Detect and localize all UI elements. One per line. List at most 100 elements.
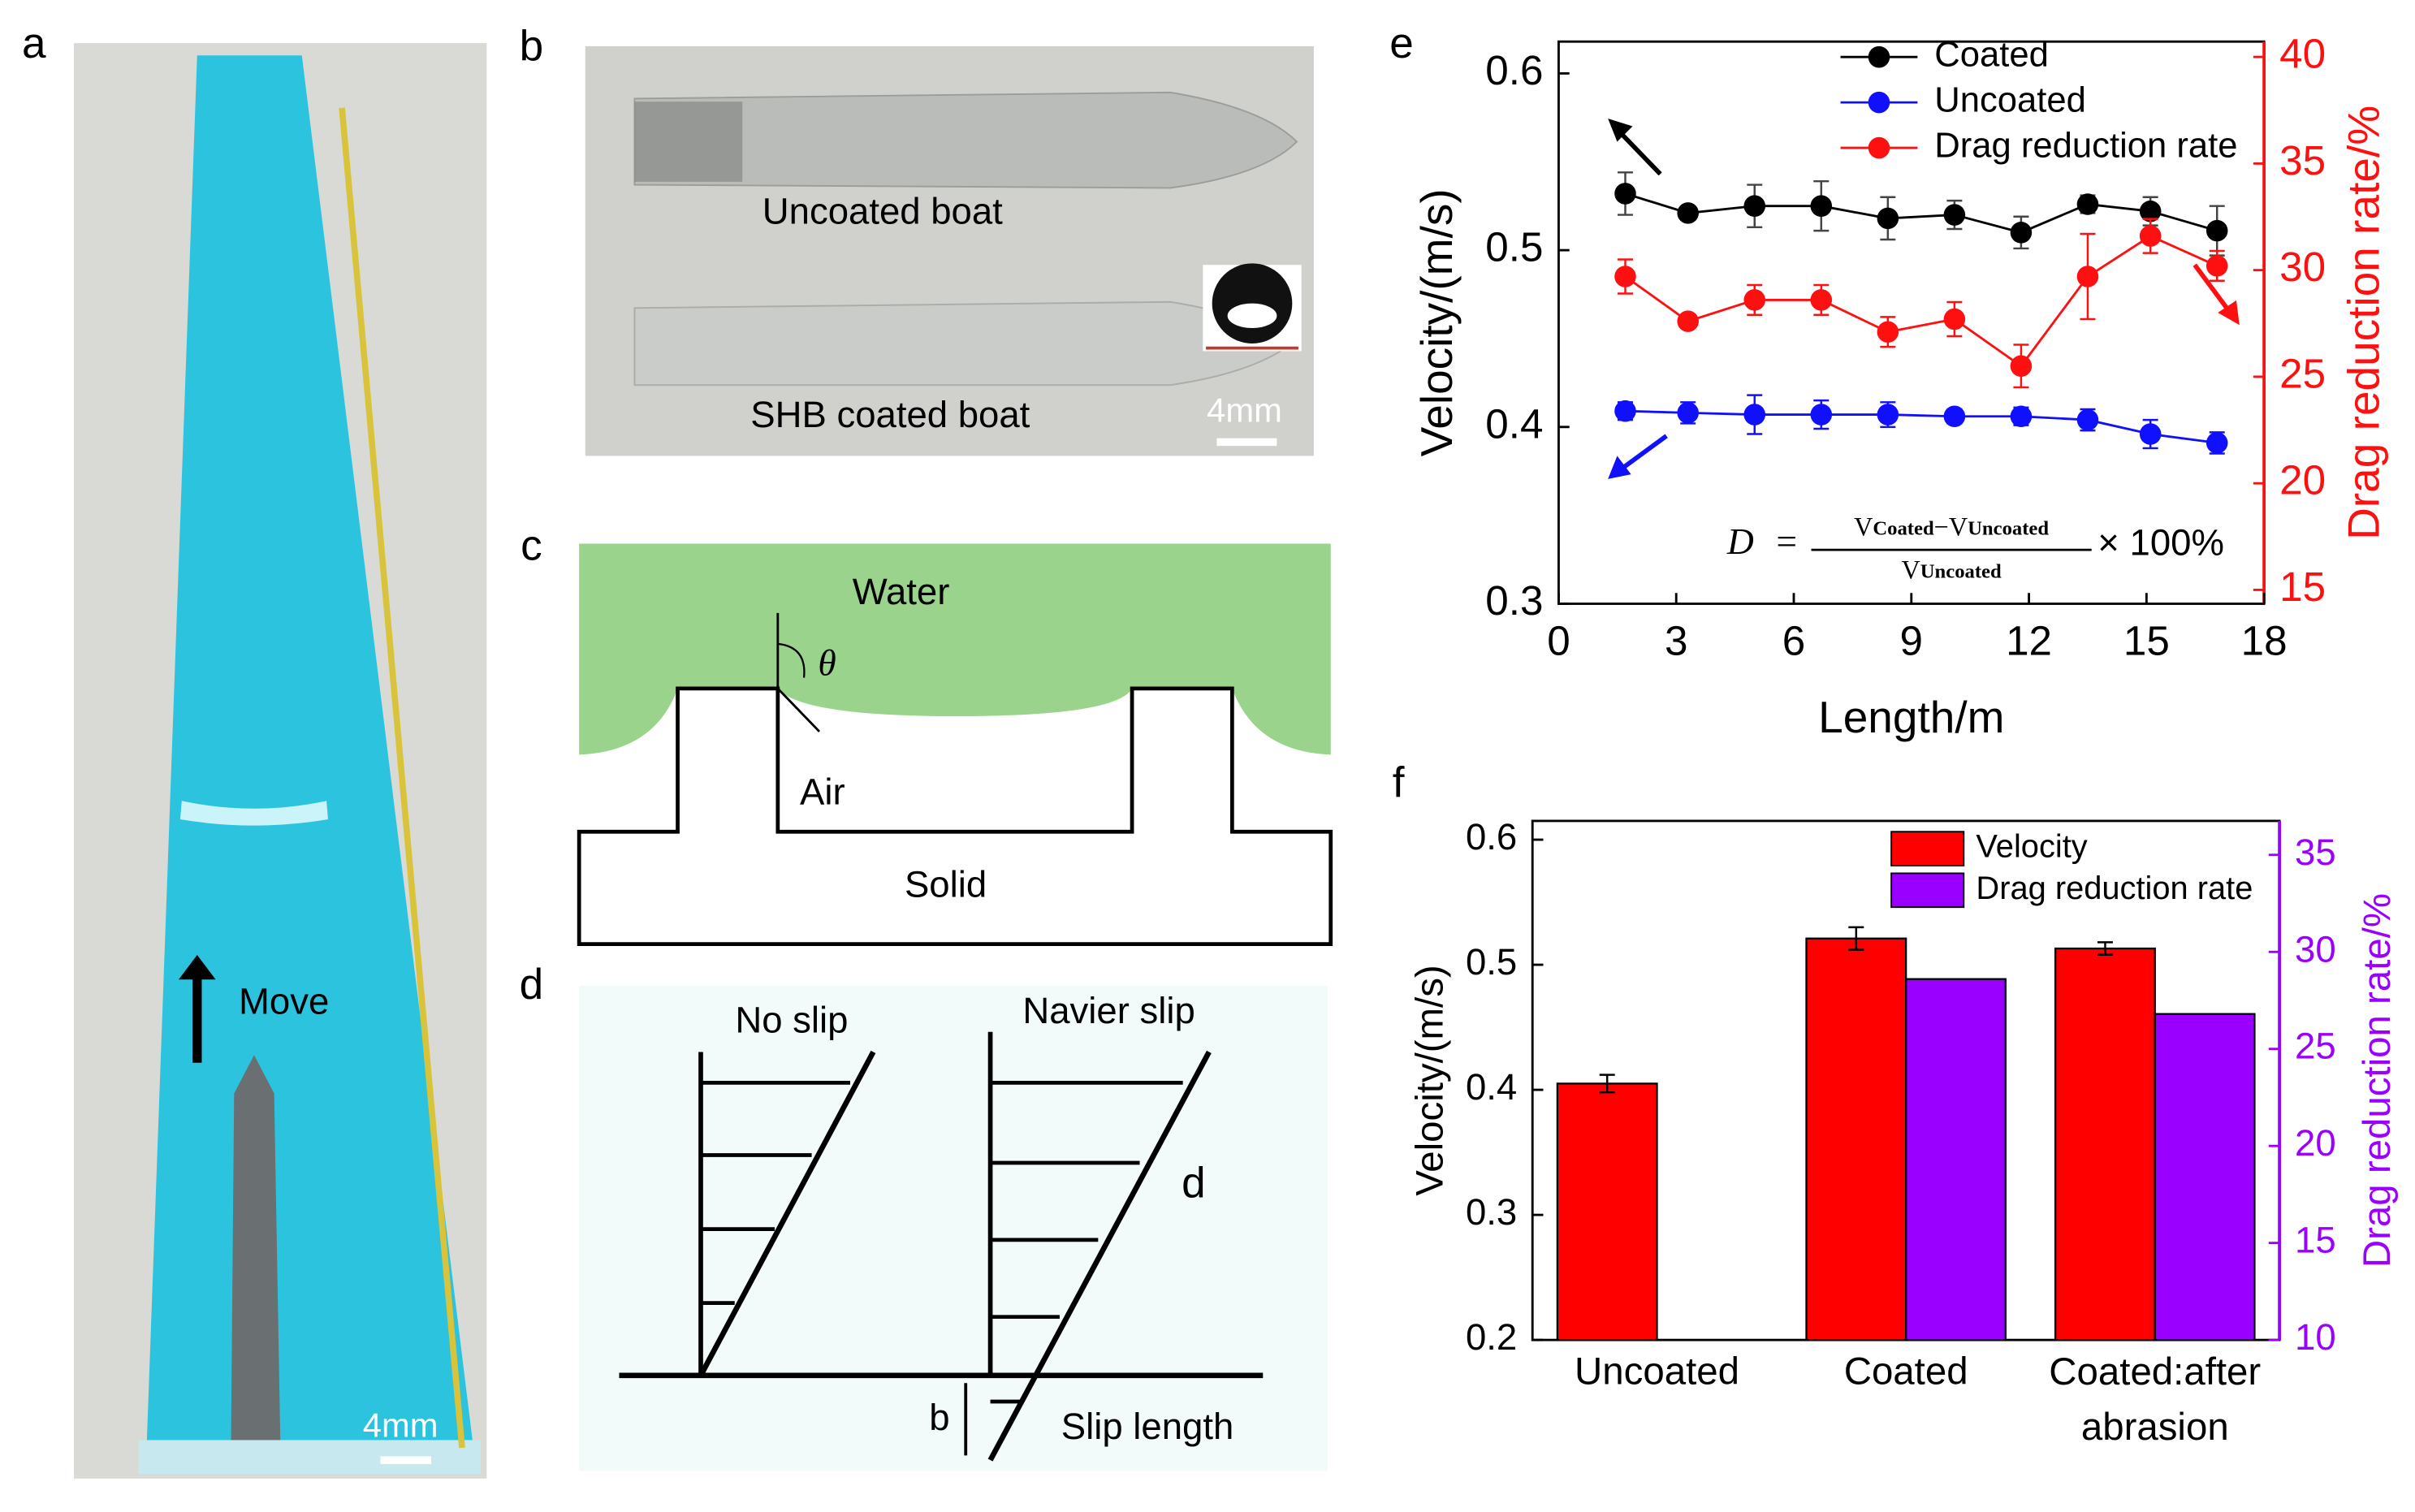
y2-tick-label: 40 xyxy=(2279,31,2326,77)
formula-denominator: VUncoated xyxy=(1901,555,2001,585)
y2-axis-label: Drag reduction rate/% xyxy=(2339,106,2389,540)
data-point xyxy=(2139,200,2162,222)
data-point xyxy=(2205,255,2228,277)
d-label: d xyxy=(1182,1159,1206,1207)
formula-sub: Uncoated xyxy=(1968,517,2049,539)
x-tick-label: 18 xyxy=(2241,617,2288,663)
y-tick-label: 0.3 xyxy=(1485,577,1543,624)
y2-tick-label: 30 xyxy=(2279,244,2326,290)
data-point xyxy=(1614,400,1636,422)
panel-letter: e xyxy=(1389,19,1414,67)
x-tick-label-line: Coated:after xyxy=(2049,1350,2261,1393)
y-axis-label: Velocity/(m/s) xyxy=(1408,965,1451,1195)
error-bar xyxy=(1599,1074,1615,1094)
formula-sub: Coated xyxy=(1873,517,1934,539)
y-tick-label: 0.6 xyxy=(1466,816,1517,858)
formula-v: V xyxy=(1949,512,1968,542)
x-tick-label: Uncoated xyxy=(1575,1350,1739,1393)
coated-boat xyxy=(633,300,1295,387)
formula-eq: = xyxy=(1776,521,1797,562)
data-point xyxy=(2205,219,2228,242)
legend-marker xyxy=(1868,91,1890,114)
data-point xyxy=(1743,289,1766,311)
legend-swatch xyxy=(1890,831,1965,866)
error-bar xyxy=(1848,926,1864,951)
data-point xyxy=(2205,432,2228,454)
y-tick-label: 0.6 xyxy=(1485,47,1543,93)
angle-arc xyxy=(777,642,806,678)
arrow xyxy=(1615,127,1662,176)
bar xyxy=(1556,1082,1658,1341)
formula-numerator: VCoated−VUncoated xyxy=(1854,512,2049,542)
legend-label: Uncoated xyxy=(1934,81,2086,120)
arrow-head xyxy=(2218,300,2240,326)
data-point xyxy=(1677,402,1699,424)
data-point xyxy=(1810,404,1833,426)
data-point xyxy=(1743,404,1766,426)
bar xyxy=(1905,978,2007,1341)
data-point xyxy=(1943,204,1966,226)
water xyxy=(579,543,1331,755)
water-channel xyxy=(146,55,475,1456)
legend-label: Velocity xyxy=(1976,829,2087,865)
formula-times: × 100% xyxy=(2097,521,2224,563)
bar xyxy=(2154,1013,2256,1341)
x-tick-label: Coated xyxy=(1844,1350,1968,1393)
y-tick-label: 0.4 xyxy=(1466,1066,1517,1108)
y-tick-label: 0.5 xyxy=(1485,224,1543,270)
data-point xyxy=(2010,222,2033,244)
data-point xyxy=(1810,195,1833,217)
y-axis-label: Velocity/(m/s) xyxy=(1411,188,1462,456)
uncoated-boat-label: Uncoated boat xyxy=(763,191,1003,232)
data-point xyxy=(2010,355,2033,378)
data-point xyxy=(1943,405,1966,428)
error-bar xyxy=(2097,941,2113,956)
panel-c: Water θ Air Solid xyxy=(577,543,1333,947)
light-reflection xyxy=(179,801,328,826)
solid-surface xyxy=(577,686,1333,947)
y2-tick-label: 15 xyxy=(2295,1220,2336,1261)
y2-tick-label: 20 xyxy=(2279,457,2326,503)
angle-label: θ xyxy=(818,642,836,684)
data-point xyxy=(1943,308,1966,330)
model-boat xyxy=(231,1055,281,1441)
formula: D = VCoated−VUncoated VUncoated × 100% xyxy=(1726,512,2224,585)
data-point xyxy=(1614,183,1636,205)
move-arrow-head xyxy=(179,954,216,980)
y2-tick-label: 15 xyxy=(2279,564,2326,610)
no-slip-label: No slip xyxy=(735,999,848,1040)
data-point xyxy=(2076,266,2099,287)
formula-lhs: D xyxy=(1726,521,1754,562)
bar xyxy=(2054,947,2156,1341)
y-tick-label: 0.2 xyxy=(1466,1316,1517,1358)
b-label: b xyxy=(929,1397,949,1438)
y-tick-label: 0.4 xyxy=(1485,400,1543,447)
x-tick-label: 3 xyxy=(1665,617,1687,663)
data-point xyxy=(2076,408,2099,431)
data-point xyxy=(1810,289,1833,311)
y2-tick-label: 20 xyxy=(2295,1122,2336,1164)
tangent-line xyxy=(776,687,821,732)
formula-v: V xyxy=(1854,512,1873,542)
panel-a: Move 4mm xyxy=(74,43,487,1479)
no-slip-profile xyxy=(698,1050,876,1377)
y2-axis-label: Drag reduction rate/% xyxy=(2356,893,2399,1268)
data-point xyxy=(2139,225,2162,247)
scale-label: 4mm xyxy=(1207,391,1282,429)
y2-tick-label: 30 xyxy=(2295,928,2336,970)
data-point xyxy=(2010,405,2033,428)
x-tick-label: 15 xyxy=(2123,617,2170,663)
y2-tick-label: 10 xyxy=(2295,1316,2336,1358)
series-line xyxy=(1625,409,2218,444)
y-tick-label: 0.3 xyxy=(1466,1191,1517,1233)
air-label: Air xyxy=(800,771,845,813)
uncoated-boat xyxy=(633,91,1298,189)
y2-tick-label: 35 xyxy=(2279,137,2326,184)
x-tick-label: Coated:after abrasion xyxy=(2049,1350,2261,1448)
panel-letter: c xyxy=(521,521,542,569)
formula-minus: − xyxy=(1934,512,1949,542)
water-label: Water xyxy=(853,571,950,612)
diagram-background xyxy=(579,985,1328,1471)
y2-tick-label: 35 xyxy=(2295,832,2336,873)
